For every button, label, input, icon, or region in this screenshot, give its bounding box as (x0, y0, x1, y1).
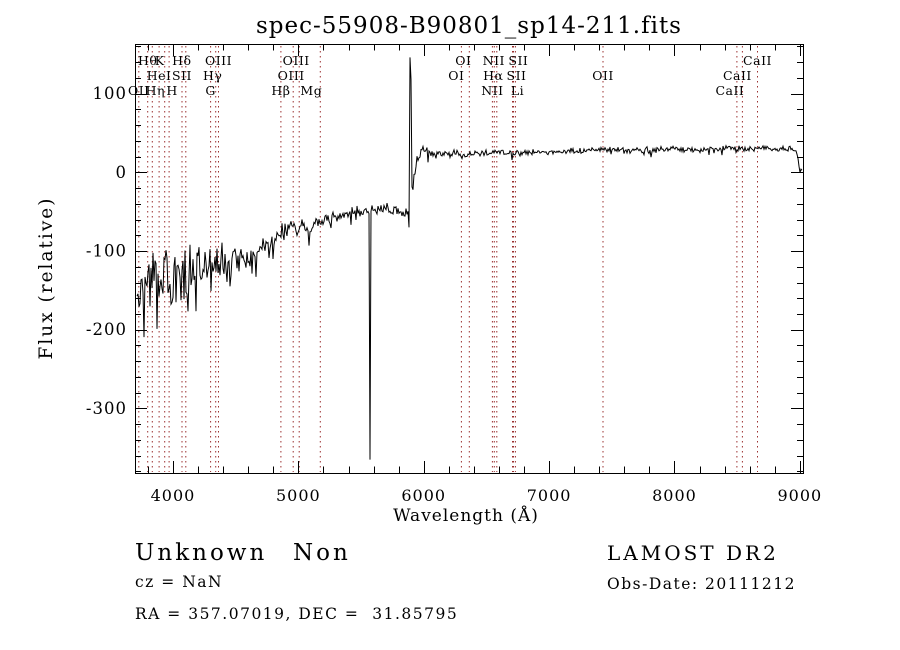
spectrum-flux-trace (136, 57, 803, 460)
spectral-line-label-G: G (205, 83, 216, 98)
spectral-line-label-CaII: CaII (715, 83, 744, 98)
obs-date-value: Obs-Date: 20111212 (607, 575, 796, 593)
plot-title: spec-55908-B90801_sp14-211.fits (256, 13, 682, 39)
spectral-line-label-OI: OI (455, 53, 471, 68)
class-label: Unknown (135, 540, 267, 566)
spectral-line-label-Hη: Hη (146, 83, 165, 98)
spectral-line-label-H: H (166, 83, 177, 98)
x-axis-title: Wavelength (Å) (393, 505, 539, 526)
x-tick-label: 4000 (151, 486, 196, 505)
spectral-line-label-CaII: CaII (743, 53, 772, 68)
spectral-line-label-Hγ: Hγ (203, 68, 222, 83)
spectral-line-label-Hδ: Hδ (172, 53, 191, 68)
y-tick-label: -300 (86, 399, 127, 418)
x-tick-label: 6000 (401, 486, 446, 505)
spectrum-curve (136, 57, 803, 460)
spectral-line-label-SII: SII (508, 53, 528, 68)
plot-axes: 4000 5000 6000 7000 8000 9000 100 0 -100 -200 -300 (86, 44, 823, 505)
spectral-line-label-Mg: Mg (300, 83, 322, 98)
cz-value: cz = NaN (135, 573, 223, 591)
x-tick-label: 9000 (778, 486, 823, 505)
survey-label: LAMOST DR2 (607, 541, 779, 565)
subclass-label: Non (293, 540, 351, 566)
y-tick-label: -100 (86, 242, 127, 261)
spectral-line-label-OIII: OIII (205, 53, 232, 68)
spectral-line-label-NII: NII (483, 53, 505, 68)
spectral-line-label-K: K (155, 53, 165, 68)
spectral-line-label-Li: Li (511, 83, 524, 98)
spectral-line-label-CaII: CaII (723, 68, 752, 83)
spectral-line-label-OI: OI (448, 68, 464, 83)
spectral-line-label-OIII: OIII (283, 53, 310, 68)
spectral-line-label-SII: SII (507, 68, 527, 83)
spectral-line-label-Hα: Hα (483, 68, 503, 83)
y-axis-title: Flux (relative) (36, 197, 57, 360)
y-tick-label: 0 (116, 163, 128, 182)
y-tick-label: 100 (93, 84, 128, 103)
spectral-line-label-Hθ: Hθ (138, 53, 157, 68)
x-tick-label: 5000 (276, 486, 321, 505)
plot-frame (135, 44, 804, 474)
spectral-line-label-Hβ: Hβ (271, 83, 290, 98)
spectral-line-label-HeI: HeI (147, 68, 172, 83)
spectral-line-label-OII: OII (592, 68, 614, 83)
x-tick-label: 8000 (652, 486, 697, 505)
x-tick-label: 7000 (527, 486, 572, 505)
spectral-line-label-OII: OII (128, 83, 150, 98)
spectral-line-label-SII: SII (172, 68, 192, 83)
y-tick-label: -200 (86, 320, 127, 339)
spectral-line-label-NII: NII (481, 83, 503, 98)
spectral-line-label-OIII: OIII (278, 68, 305, 83)
spectral-line-markers (138, 46, 758, 472)
ra-dec-value: RA = 357.07019, DEC = 31.85795 (135, 605, 458, 623)
